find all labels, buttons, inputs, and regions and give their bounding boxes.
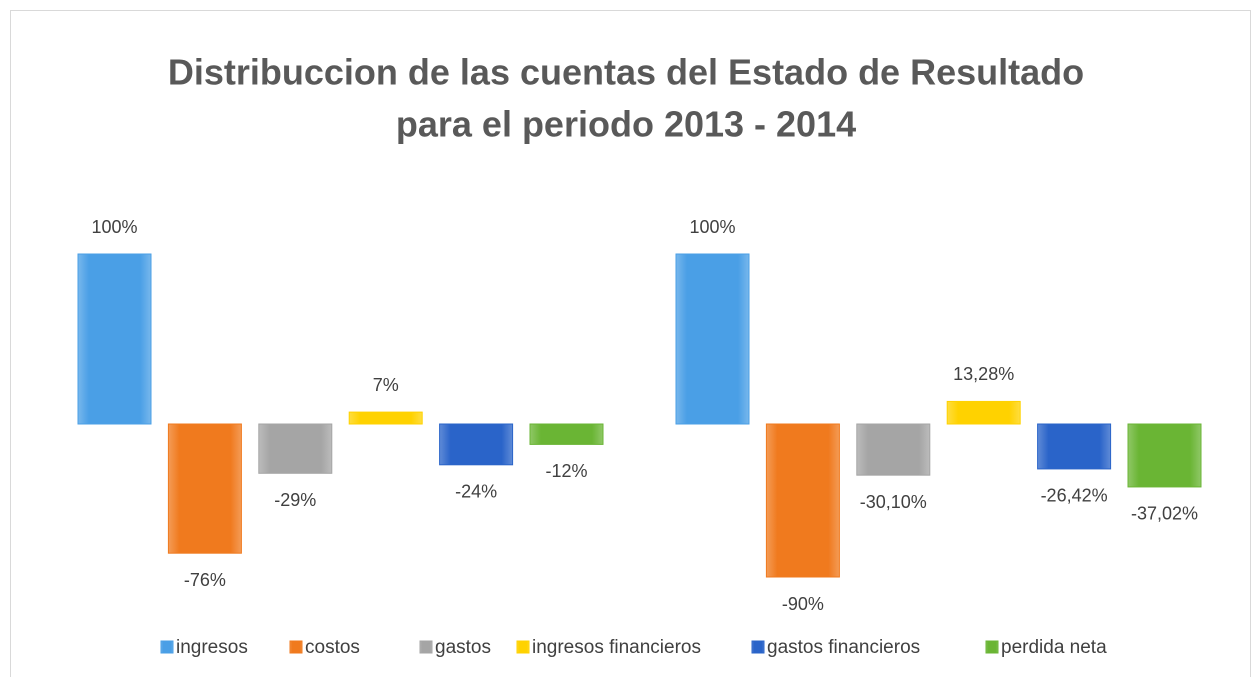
data-label: 13,28% xyxy=(953,364,1014,384)
chart-title: para el periodo 2013 - 2014 xyxy=(396,104,856,145)
data-label: -29% xyxy=(274,490,316,510)
legend-marker xyxy=(419,640,433,654)
bar xyxy=(77,253,152,425)
data-label: 100% xyxy=(689,217,735,237)
legend-marker xyxy=(160,640,174,654)
bar xyxy=(167,423,242,554)
bar xyxy=(1127,423,1202,488)
legend-label: perdida neta xyxy=(1001,637,1107,658)
legend-marker xyxy=(289,640,303,654)
bar xyxy=(856,423,931,476)
data-label: 7% xyxy=(373,375,399,395)
bar xyxy=(348,411,423,425)
bar xyxy=(675,253,750,425)
legend-label: ingresos financieros xyxy=(532,637,701,658)
data-label: 100% xyxy=(91,217,137,237)
bar xyxy=(439,423,514,466)
legend-marker xyxy=(985,640,999,654)
chart-border xyxy=(10,10,1251,677)
legend-label: gastos xyxy=(435,637,491,658)
bar xyxy=(946,400,1021,425)
data-label: -76% xyxy=(184,570,226,590)
data-label: -30,10% xyxy=(860,492,927,512)
data-label: -26,42% xyxy=(1041,486,1108,506)
bar xyxy=(765,423,840,578)
legend-label: gastos financieros xyxy=(767,637,920,658)
data-label: -12% xyxy=(545,461,587,481)
chart-title: Distribuccion de las cuentas del Estado … xyxy=(168,52,1084,93)
bar xyxy=(258,423,333,474)
bar xyxy=(529,423,604,445)
legend-marker xyxy=(751,640,765,654)
data-label: -90% xyxy=(782,594,824,614)
bar xyxy=(1037,423,1112,470)
legend-marker xyxy=(516,640,530,654)
data-label: -24% xyxy=(455,482,497,502)
data-label: -37,02% xyxy=(1131,504,1198,524)
legend-label: ingresos xyxy=(176,637,248,658)
legend-label: costos xyxy=(305,637,360,658)
